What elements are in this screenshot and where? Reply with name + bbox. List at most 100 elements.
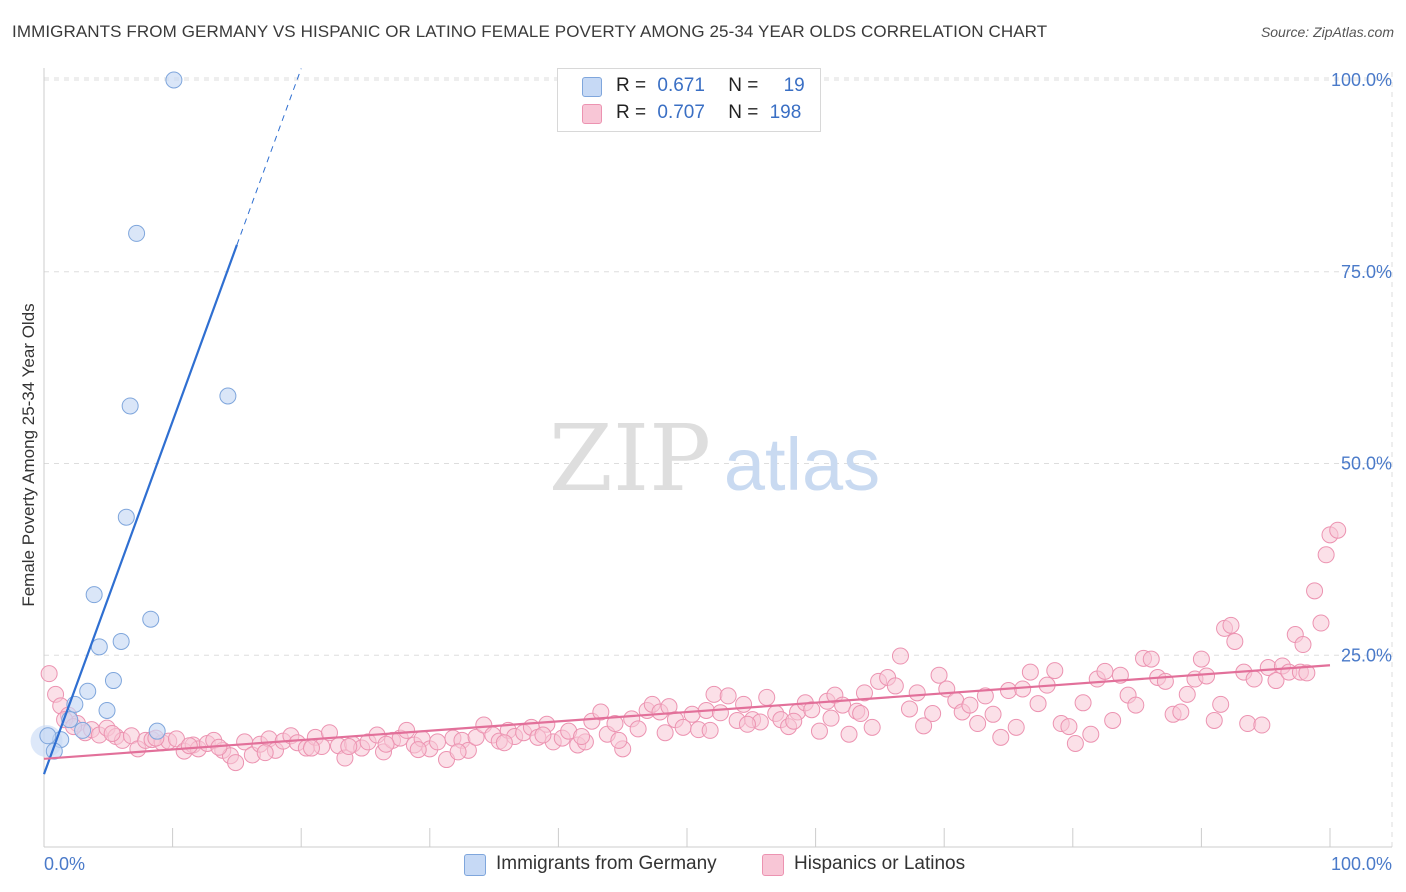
hispanic-point bbox=[1267, 672, 1285, 690]
x-tick-label: 0.0% bbox=[44, 854, 85, 874]
germany-point bbox=[104, 672, 122, 690]
hispanic-point bbox=[908, 684, 926, 702]
hispanic-point bbox=[1239, 715, 1257, 733]
hispanic-point bbox=[705, 685, 723, 703]
hispanic-point bbox=[429, 733, 447, 751]
hispanic-point bbox=[1212, 695, 1230, 713]
y-tick-label: 50.0% bbox=[1341, 454, 1392, 474]
watermark: ZIP atlas bbox=[549, 405, 880, 512]
stats-legend: R = 0.671 N = 19 R = 0.707 N = 198 bbox=[557, 68, 821, 132]
hispanic-point bbox=[1074, 694, 1092, 712]
germany-point bbox=[79, 682, 97, 700]
hispanic-point bbox=[1253, 716, 1271, 734]
y-tick-label: 25.0% bbox=[1341, 645, 1392, 665]
hispanic-point bbox=[984, 705, 1002, 723]
germany-point bbox=[142, 610, 160, 628]
tick-labels: 25.0% 50.0% 75.0% 100.0% 0.0% 100.0% bbox=[44, 70, 1392, 874]
hispanic-point bbox=[915, 717, 933, 735]
hispanic-point bbox=[1306, 582, 1324, 600]
hispanic-point bbox=[340, 738, 358, 756]
y-tick-label: 100.0% bbox=[1331, 70, 1392, 90]
hispanic-point bbox=[711, 704, 729, 722]
n-label: N = bbox=[728, 75, 759, 96]
hispanic-point bbox=[1205, 711, 1223, 729]
r-label: R = bbox=[616, 75, 647, 96]
hispanic-point bbox=[1104, 711, 1122, 729]
hispanic-point bbox=[891, 647, 909, 665]
germany-point bbox=[121, 397, 139, 415]
source-label: Source: ZipAtlas.com bbox=[1260, 24, 1394, 40]
germany-point bbox=[165, 71, 183, 89]
hispanic-point bbox=[1096, 662, 1114, 680]
r-value: 0.707 bbox=[657, 102, 705, 123]
r-value: 0.671 bbox=[657, 75, 705, 96]
hispanic-point bbox=[1066, 734, 1084, 752]
germany-point bbox=[117, 508, 135, 526]
hispanic-point bbox=[1029, 695, 1047, 713]
hispanic-point bbox=[855, 684, 873, 702]
hispanic-point bbox=[852, 705, 870, 723]
hispanic-point bbox=[629, 720, 647, 738]
germany-point bbox=[85, 586, 103, 604]
hispanic-point bbox=[803, 701, 821, 719]
hispanic-point bbox=[1178, 685, 1196, 703]
hispanic-point bbox=[840, 725, 858, 743]
watermark-zip: ZIP bbox=[549, 405, 711, 512]
germany-point bbox=[39, 727, 57, 745]
y-tick-label: 75.0% bbox=[1341, 262, 1392, 282]
hispanic-point bbox=[1198, 667, 1216, 685]
hispanic-point bbox=[822, 709, 840, 727]
hispanic-point bbox=[1060, 718, 1078, 736]
hispanic-point bbox=[573, 728, 591, 746]
germany-point bbox=[90, 638, 108, 656]
hispanic-point bbox=[495, 734, 513, 752]
chart-title: IMMIGRANTS FROM GERMANY VS HISPANIC OR L… bbox=[12, 22, 1048, 41]
hispanic-point bbox=[1172, 703, 1190, 721]
hispanic-point bbox=[1312, 614, 1330, 632]
axes bbox=[43, 68, 1392, 848]
r-label: R = bbox=[616, 102, 647, 123]
legend-label-germany: Immigrants from Germany bbox=[496, 853, 717, 874]
y-axis-label: Female Poverty Among 25-34 Year Olds bbox=[19, 303, 38, 606]
blue-swatch bbox=[582, 77, 602, 97]
hispanic-point bbox=[302, 739, 320, 757]
hispanic-point bbox=[924, 705, 942, 723]
hispanic-point bbox=[992, 728, 1010, 746]
hispanic-point bbox=[1294, 636, 1312, 654]
hispanic-point bbox=[1142, 650, 1160, 668]
hispanic-point bbox=[735, 695, 753, 713]
hispanic-point bbox=[227, 754, 245, 772]
hispanic-point bbox=[534, 726, 552, 744]
hispanic-point bbox=[1329, 521, 1347, 539]
pink-swatch bbox=[582, 104, 602, 124]
hispanic-point bbox=[886, 677, 904, 695]
hispanic-point bbox=[1046, 662, 1064, 680]
hispanic-point bbox=[1298, 664, 1316, 682]
n-value: 19 bbox=[783, 75, 805, 96]
hispanic-point bbox=[1007, 718, 1025, 736]
germany-trend-line bbox=[42, 244, 238, 775]
hispanic-point bbox=[1226, 632, 1244, 650]
hispanic-point bbox=[961, 696, 979, 714]
hispanic-point bbox=[40, 665, 58, 683]
hispanic-point bbox=[256, 744, 274, 762]
hispanic-point bbox=[103, 724, 121, 742]
hispanic-point bbox=[592, 703, 610, 721]
hispanic-point bbox=[409, 741, 427, 759]
germany-point bbox=[219, 387, 237, 405]
hispanic-point bbox=[1127, 696, 1145, 714]
hispanic-point bbox=[785, 712, 803, 730]
n-label: N = bbox=[728, 102, 759, 123]
hispanic-point bbox=[969, 715, 987, 733]
hispanic-point bbox=[738, 715, 756, 733]
hispanic-point bbox=[1245, 670, 1263, 688]
hispanic-point bbox=[1317, 546, 1335, 564]
hispanic-point bbox=[976, 687, 994, 705]
x-tick-label: 100.0% bbox=[1331, 854, 1392, 874]
hispanic-point bbox=[1222, 616, 1240, 634]
hispanic-point bbox=[606, 715, 624, 733]
hispanic-point bbox=[449, 743, 467, 761]
hispanic-point bbox=[683, 705, 701, 723]
germany-point bbox=[148, 722, 166, 740]
hispanic-point bbox=[467, 728, 485, 746]
